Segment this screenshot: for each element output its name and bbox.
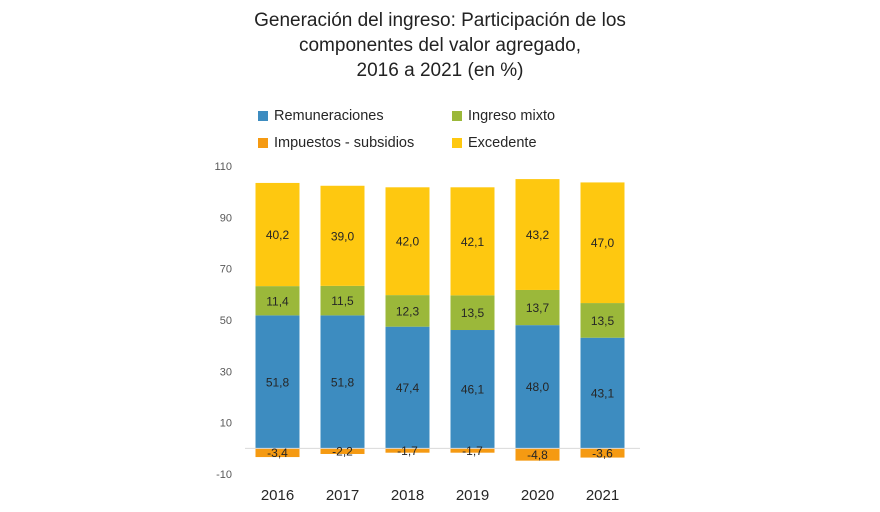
- bar-impuestos-subsidios-2021: [580, 448, 625, 458]
- data-label-impuestos-subsidios-2020: -4,8: [527, 448, 548, 462]
- data-label-remuneraciones-2016: 51,8: [266, 375, 290, 389]
- legend-swatch-impuestos-subsidios: [258, 138, 268, 148]
- bar-excedente-2019: [450, 187, 495, 296]
- data-label-impuestos-subsidios-2017: -2,2: [332, 445, 353, 459]
- data-label-remuneraciones-2019: 46,1: [461, 383, 485, 397]
- bar-excedente-2018: [385, 187, 430, 296]
- data-label-excedente-2016: 40,2: [266, 228, 290, 242]
- bar-ingreso-mixto-2019: [450, 295, 495, 331]
- legend-item-ingreso-mixto: Ingreso mixto: [452, 108, 555, 124]
- bars: [255, 179, 625, 461]
- chart-title-line-1: Generación del ingreso: Participación de…: [254, 10, 626, 31]
- y-tick-label: -10: [216, 469, 232, 481]
- bar-impuestos-subsidios-2020: [515, 448, 560, 461]
- data-label-excedente-2019: 42,1: [461, 235, 485, 249]
- y-tick-label: 30: [220, 366, 232, 378]
- bar-excedente-2020: [515, 179, 560, 290]
- x-tick-label-2017: 2017: [326, 487, 359, 504]
- data-label-ingreso-mixto-2018: 12,3: [396, 304, 420, 318]
- bar-remuneraciones-2021: [580, 337, 625, 449]
- legend-swatch-excedente: [452, 138, 462, 148]
- chart-legend: Remuneraciones Ingreso mixto Impuestos -…: [258, 108, 638, 156]
- data-label-impuestos-subsidios-2018: -1,7: [397, 444, 418, 458]
- bar-excedente-2017: [320, 185, 365, 286]
- data-label-ingreso-mixto-2021: 13,5: [591, 314, 615, 328]
- x-tick-label-2019: 2019: [456, 487, 489, 504]
- data-label-impuestos-subsidios-2019: -1,7: [462, 444, 483, 458]
- data-label-impuestos-subsidios-2016: -3,4: [267, 446, 288, 460]
- data-label-remuneraciones-2021: 43,1: [591, 387, 615, 401]
- y-tick-label: 90: [220, 212, 232, 224]
- data-label-excedente-2021: 47,0: [591, 236, 615, 250]
- y-tick-label: 70: [220, 264, 232, 276]
- legend-label-excedente: Excedente: [468, 135, 537, 151]
- y-tick-label: 110: [214, 161, 232, 173]
- y-axis: -10 10 30 50 70 90 110: [214, 161, 232, 481]
- x-tick-label-2018: 2018: [391, 487, 424, 504]
- legend-label-impuestos-subsidios: Impuestos - subsidios: [274, 135, 415, 151]
- data-label-impuestos-subsidios-2021: -3,6: [592, 446, 613, 460]
- legend-item-excedente: Excedente: [452, 135, 537, 151]
- legend-swatch-remuneraciones: [258, 111, 268, 121]
- bar-impuestos-subsidios-2016: [255, 448, 300, 458]
- chart-title: Generación del ingreso: Participación de…: [0, 8, 880, 83]
- bar-remuneraciones-2017: [320, 315, 365, 449]
- data-label-remuneraciones-2020: 48,0: [526, 380, 550, 394]
- bar-ingreso-mixto-2021: [580, 303, 625, 338]
- data-label-ingreso-mixto-2019: 13,5: [461, 306, 485, 320]
- chart-title-line-3: 2016 a 2021 (en %): [356, 60, 524, 81]
- data-label-excedente-2020: 43,2: [526, 228, 550, 242]
- bar-remuneraciones-2019: [450, 330, 495, 449]
- x-tick-label-2020: 2020: [521, 487, 554, 504]
- legend-item-remuneraciones: Remuneraciones: [258, 108, 384, 124]
- x-tick-label-2016: 2016: [261, 487, 294, 504]
- chart-title-line-2: componentes del valor agregado,: [298, 35, 582, 56]
- legend-item-impuestos-subsidios: Impuestos - subsidios: [258, 135, 414, 151]
- data-label-ingreso-mixto-2016: 11,4: [266, 294, 289, 308]
- legend-label-remuneraciones: Remuneraciones: [274, 108, 384, 124]
- bar-impuestos-subsidios-2019: [450, 448, 495, 453]
- data-label-ingreso-mixto-2020: 13,7: [526, 301, 550, 315]
- data-label-remuneraciones-2018: 47,4: [396, 381, 420, 395]
- data-label-excedente-2017: 39,0: [331, 229, 355, 243]
- bar-ingreso-mixto-2018: [385, 295, 430, 327]
- bar-remuneraciones-2016: [255, 315, 300, 449]
- bar-impuestos-subsidios-2018: [385, 448, 430, 453]
- bar-ingreso-mixto-2020: [515, 289, 560, 326]
- x-tick-label-2021: 2021: [586, 487, 619, 504]
- bar-excedente-2021: [580, 182, 625, 304]
- legend-swatch-ingreso-mixto: [452, 111, 462, 121]
- bar-ingreso-mixto-2016: [255, 286, 300, 316]
- data-label-ingreso-mixto-2017: 11,5: [331, 294, 354, 308]
- y-tick-label: 50: [220, 315, 232, 327]
- bar-remuneraciones-2020: [515, 325, 560, 449]
- x-axis: 2016 2017 2018 2019 2020 2021: [261, 487, 619, 504]
- bar-ingreso-mixto-2017: [320, 285, 365, 316]
- y-tick-label: 10: [220, 418, 232, 430]
- bar-remuneraciones-2018: [385, 326, 430, 449]
- data-label-remuneraciones-2017: 51,8: [331, 375, 355, 389]
- legend-label-ingreso-mixto: Ingreso mixto: [468, 108, 556, 124]
- bar-impuestos-subsidios-2017: [320, 448, 365, 454]
- data-labels: 51,8 11,4 40,2 -3,4 51,8 11,5 39,0 -2,2 47,4 12,3…: [266, 228, 615, 462]
- data-label-excedente-2018: 42,0: [396, 235, 420, 249]
- bar-excedente-2016: [255, 182, 300, 287]
